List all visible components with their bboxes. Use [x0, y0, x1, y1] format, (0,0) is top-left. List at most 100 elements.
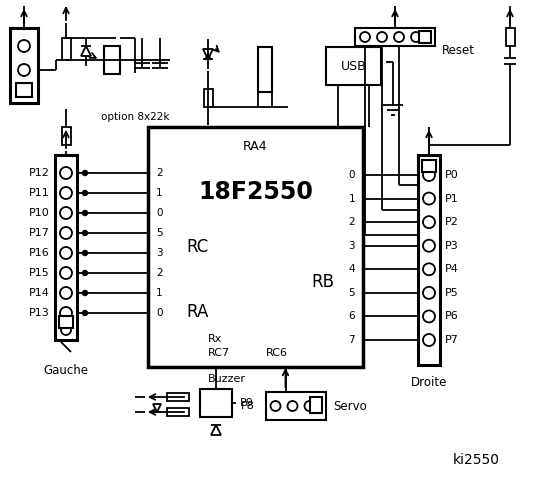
Bar [61, 38, 70, 60]
Text: Servo: Servo [333, 399, 367, 412]
Text: 7: 7 [348, 335, 355, 345]
Circle shape [61, 325, 71, 335]
Text: P5: P5 [445, 288, 459, 298]
Text: P4: P4 [445, 264, 459, 274]
Text: 0: 0 [156, 208, 163, 218]
Bar [355, 28, 435, 46]
Bar [59, 316, 73, 328]
Bar [200, 389, 232, 417]
Text: P12: P12 [29, 168, 50, 178]
Circle shape [82, 191, 87, 195]
Text: 18F2550: 18F2550 [198, 180, 313, 204]
Bar [326, 47, 381, 85]
Text: 3: 3 [156, 248, 163, 258]
Polygon shape [211, 425, 221, 435]
Bar [10, 28, 38, 103]
Circle shape [82, 211, 87, 216]
Text: P13: P13 [29, 308, 50, 318]
Circle shape [82, 170, 87, 176]
Circle shape [423, 311, 435, 323]
Text: Buzzer: Buzzer [208, 374, 246, 384]
Bar [419, 31, 431, 43]
Text: RA: RA [187, 303, 209, 321]
Bar [422, 160, 436, 172]
Circle shape [270, 401, 280, 411]
Bar [55, 155, 77, 340]
Polygon shape [203, 49, 213, 59]
Text: 5: 5 [156, 228, 163, 238]
Circle shape [82, 251, 87, 255]
Bar [310, 397, 321, 413]
Polygon shape [153, 404, 161, 412]
Text: 2: 2 [348, 217, 355, 227]
Text: P0: P0 [445, 170, 459, 180]
Text: 2: 2 [156, 168, 163, 178]
Bar [61, 127, 70, 145]
Circle shape [60, 207, 72, 219]
Circle shape [423, 216, 435, 228]
Text: 2: 2 [156, 268, 163, 278]
Text: 3: 3 [348, 240, 355, 251]
Circle shape [423, 287, 435, 299]
Text: P14: P14 [29, 288, 50, 298]
Circle shape [411, 32, 421, 42]
Text: RC7: RC7 [208, 348, 230, 358]
Text: P9: P9 [240, 398, 254, 408]
Circle shape [360, 32, 370, 42]
Text: 1: 1 [348, 193, 355, 204]
Polygon shape [81, 46, 91, 56]
Text: P3: P3 [445, 240, 459, 251]
Circle shape [423, 264, 435, 276]
Text: 0: 0 [348, 170, 355, 180]
Circle shape [82, 311, 87, 315]
Text: Droite: Droite [411, 376, 447, 389]
Text: P15: P15 [29, 268, 50, 278]
Text: RA4: RA4 [243, 141, 268, 154]
Text: USB: USB [341, 60, 367, 72]
Circle shape [60, 267, 72, 279]
Text: Reset: Reset [442, 44, 475, 57]
Bar [16, 83, 32, 97]
Bar [505, 28, 514, 46]
Circle shape [82, 230, 87, 236]
Circle shape [423, 240, 435, 252]
Text: P7: P7 [445, 335, 459, 345]
Text: Rx: Rx [208, 334, 222, 344]
Text: 1: 1 [156, 288, 163, 298]
Circle shape [82, 271, 87, 276]
Circle shape [60, 307, 72, 319]
Text: P10: P10 [29, 208, 50, 218]
Circle shape [288, 401, 298, 411]
Circle shape [377, 32, 387, 42]
Text: option 8x22k: option 8x22k [101, 112, 170, 122]
Circle shape [60, 227, 72, 239]
Text: 1: 1 [156, 188, 163, 198]
Text: P11: P11 [29, 188, 50, 198]
Text: P17: P17 [29, 228, 50, 238]
Text: RC: RC [187, 238, 209, 256]
Text: RC6: RC6 [265, 348, 288, 358]
Bar [148, 127, 363, 367]
Circle shape [18, 64, 30, 76]
Circle shape [423, 192, 435, 204]
Text: P2: P2 [445, 217, 459, 227]
Circle shape [305, 401, 315, 411]
Bar [418, 155, 440, 365]
Circle shape [82, 290, 87, 296]
Bar [265, 392, 326, 420]
Text: 4: 4 [348, 264, 355, 274]
Text: 0: 0 [156, 308, 163, 318]
Circle shape [423, 169, 435, 181]
Bar [167, 393, 189, 401]
Text: P6: P6 [445, 312, 459, 322]
Circle shape [60, 187, 72, 199]
Bar [258, 47, 272, 92]
Text: 5: 5 [348, 288, 355, 298]
Bar [167, 408, 189, 416]
Text: 6: 6 [348, 312, 355, 322]
Text: P16: P16 [29, 248, 50, 258]
Text: Gauche: Gauche [44, 363, 88, 376]
Circle shape [18, 40, 30, 52]
Bar [104, 46, 120, 74]
Circle shape [60, 247, 72, 259]
